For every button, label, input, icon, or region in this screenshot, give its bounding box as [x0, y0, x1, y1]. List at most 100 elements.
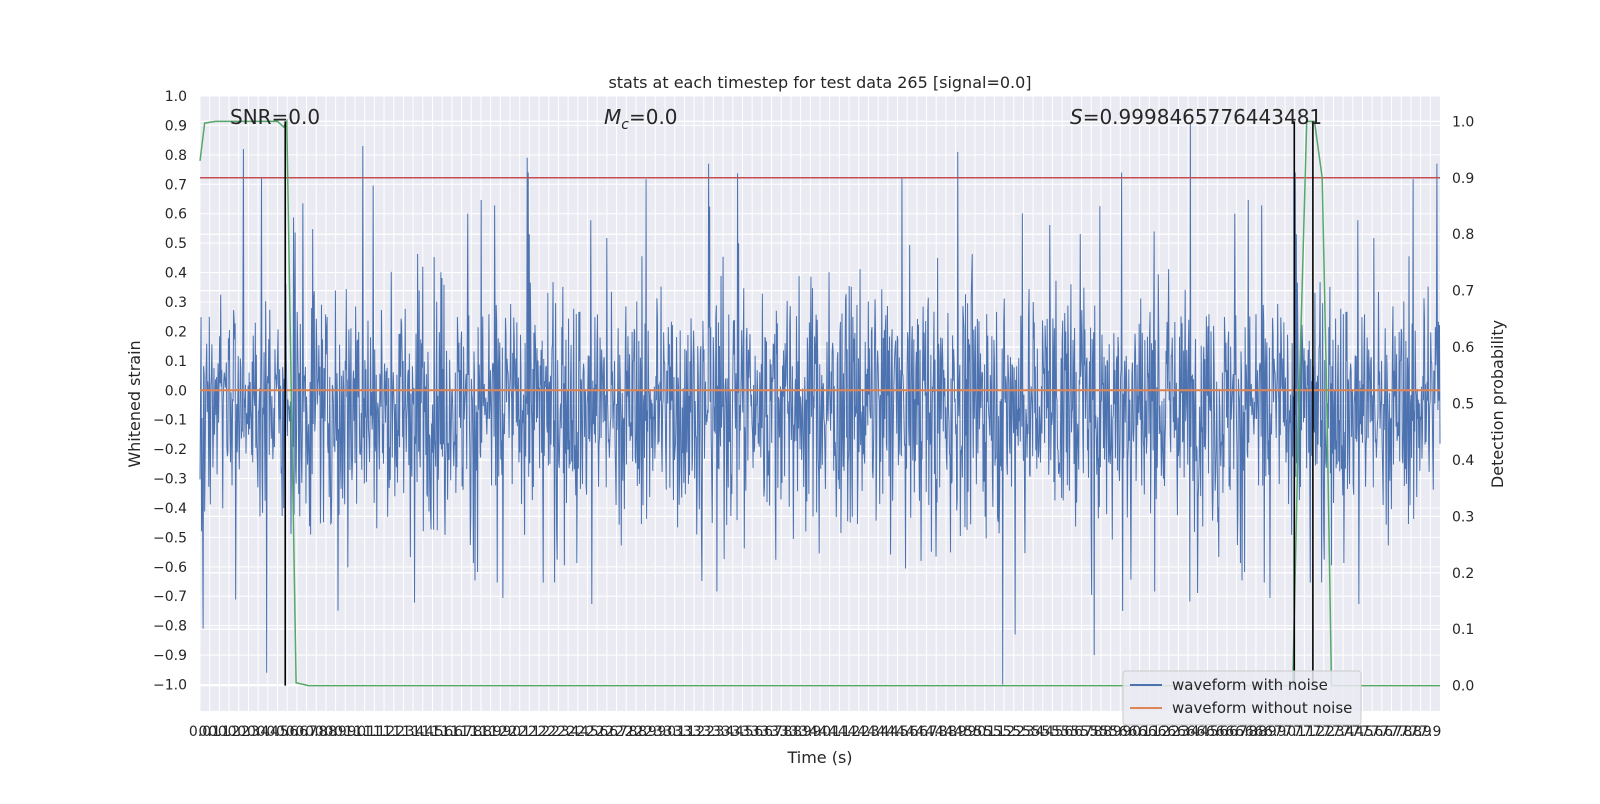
x-tick-label: 6.9 [1254, 724, 1276, 740]
x-tick-label: 1.5 [421, 724, 443, 740]
x-tick-label: 0.8 [315, 724, 337, 740]
x-tick-label: 7.9 [1419, 724, 1441, 740]
mc-subscript: c [621, 117, 629, 133]
x-tick-label: 1.8 [470, 724, 492, 740]
x-tick-label: 6.1 [1138, 724, 1160, 740]
x-tick-label: 5.8 [1080, 724, 1102, 740]
y2-tick-label: 1.0 [1452, 114, 1474, 130]
x-tick-label: 4.5 [886, 724, 908, 740]
x-tick-label: 7.0 [1274, 724, 1296, 740]
x-tick-label: 5.7 [1070, 724, 1092, 740]
x-tick-label: 6.6 [1206, 724, 1228, 740]
x-tick-label: 7.8 [1390, 724, 1412, 740]
x-tick-label: 4.9 [944, 724, 966, 740]
x-tick-label: 0.1 [208, 724, 230, 740]
x-tick-label: 5.8 [1090, 724, 1112, 740]
y2-tick-label: 0.5 [1452, 397, 1474, 413]
x-tick-label: 7.7 [1380, 724, 1402, 740]
x-tick-label: 7.2 [1313, 724, 1335, 740]
x-tick-label: 5.2 [993, 724, 1015, 740]
x-tick-label: 1.3 [392, 724, 414, 740]
x-tick-label: 1.9 [479, 724, 501, 740]
y2-tick-label: 0.1 [1452, 622, 1474, 638]
x-tick-label: 0.2 [218, 724, 240, 740]
x-tick-label: 7.3 [1322, 724, 1344, 740]
x-tick-label: 0.4 [247, 724, 269, 740]
y-tick-label: −0.9 [153, 648, 187, 664]
x-tick-label: 6.2 [1148, 724, 1170, 740]
x-tick-label: 3.6 [741, 724, 763, 740]
x-tick-label: 1.8 [460, 724, 482, 740]
chart-title: stats at each timestep for test data 265… [608, 73, 1031, 92]
x-tick-label: 5.2 [1003, 724, 1025, 740]
x-tick-label: 1.7 [450, 724, 472, 740]
x-tick-labels: 0.00.10.10.20.20.30.40.40.50.60.60.70.80… [189, 724, 1442, 740]
x-tick-label: 1.4 [412, 724, 434, 740]
y-tick-label: 0.9 [165, 118, 187, 134]
x-tick-label: 7.5 [1351, 724, 1373, 740]
mc-value: =0.0 [629, 105, 678, 129]
x-tick-label: 2.1 [509, 724, 531, 740]
y2-tick-labels: 1.0 0.9 0.8 0.7 0.6 0.5 0.4 0.3 0.2 0.1 0.0 [1452, 114, 1474, 694]
x-tick-label: 6.8 [1245, 724, 1267, 740]
x-tick-label: 2.1 [518, 724, 540, 740]
vertical-markers [284, 121, 1314, 686]
y-tick-label: 0.7 [165, 177, 187, 193]
x-tick-label: 3.4 [712, 724, 734, 740]
y-axis-label: Whitened strain [125, 340, 144, 467]
x-tick-label: 4.1 [819, 724, 841, 740]
x-tick-label: 5.1 [974, 724, 996, 740]
x-tick-label: 7.1 [1293, 724, 1315, 740]
legend: waveform with noise waveform without noi… [1122, 670, 1362, 726]
x-tick-label: 1.6 [431, 724, 453, 740]
y-tick-label: 0.5 [165, 236, 187, 252]
x-tick-label: 5.9 [1109, 724, 1131, 740]
x-tick-label: 1.2 [383, 724, 405, 740]
x-tick-label: 2.8 [615, 724, 637, 740]
x-tick-label: 3.5 [731, 724, 753, 740]
y-tick-label: 0.4 [165, 266, 187, 282]
x-axis-label: Time (s) [786, 748, 852, 767]
x-tick-label: 0.9 [324, 724, 346, 740]
x-tick-label: 5.5 [1041, 724, 1063, 740]
y-tick-label: −1.0 [153, 678, 187, 694]
x-tick-label: 3.2 [683, 724, 705, 740]
x-tick-label: 2.5 [576, 724, 598, 740]
x-tick-label: 0.0 [189, 724, 211, 740]
y-tick-label: 0.2 [165, 324, 187, 340]
x-tick-label: 4.2 [838, 724, 860, 740]
x-tick-label: 7.1 [1284, 724, 1306, 740]
x-tick-label: 7.6 [1371, 724, 1393, 740]
x-tick-label: 5.4 [1032, 724, 1054, 740]
x-tick-label: 3.1 [664, 724, 686, 740]
y2-tick-label: 0.2 [1452, 566, 1474, 582]
y-tick-label: −0.4 [153, 501, 187, 517]
x-tick-label: 6.6 [1216, 724, 1238, 740]
y2-tick-label: 0.4 [1452, 453, 1474, 469]
y-tick-label: 0.3 [165, 295, 187, 311]
x-tick-label: 2.6 [586, 724, 608, 740]
y-tick-label: −0.3 [153, 472, 187, 488]
y-tick-label: 0.6 [165, 207, 187, 223]
x-tick-label: 6.1 [1129, 724, 1151, 740]
x-tick-label: 2.7 [605, 724, 627, 740]
x-tick-label: 0.6 [286, 724, 308, 740]
x-tick-label: 4.6 [906, 724, 928, 740]
x-tick-label: 0.4 [257, 724, 279, 740]
y-tick-label: −0.7 [153, 589, 187, 605]
x-tick-label: 5.6 [1051, 724, 1073, 740]
y-tick-label: −0.5 [153, 530, 187, 546]
x-tick-label: 4.2 [848, 724, 870, 740]
x-tick-label: 2.4 [557, 724, 579, 740]
x-tick-label: 1.9 [489, 724, 511, 740]
x-tick-label: 2.2 [528, 724, 550, 740]
x-tick-label: 7.8 [1400, 724, 1422, 740]
x-tick-label: 6.3 [1167, 724, 1189, 740]
x-tick-label: 1.1 [354, 724, 376, 740]
series-detection-probability [199, 118, 1440, 687]
mc-annotation: Mc=0.0 [604, 105, 678, 133]
x-tick-label: 7.2 [1303, 724, 1325, 740]
x-tick-label: 4.7 [915, 724, 937, 740]
x-tick-label: 2.8 [625, 724, 647, 740]
